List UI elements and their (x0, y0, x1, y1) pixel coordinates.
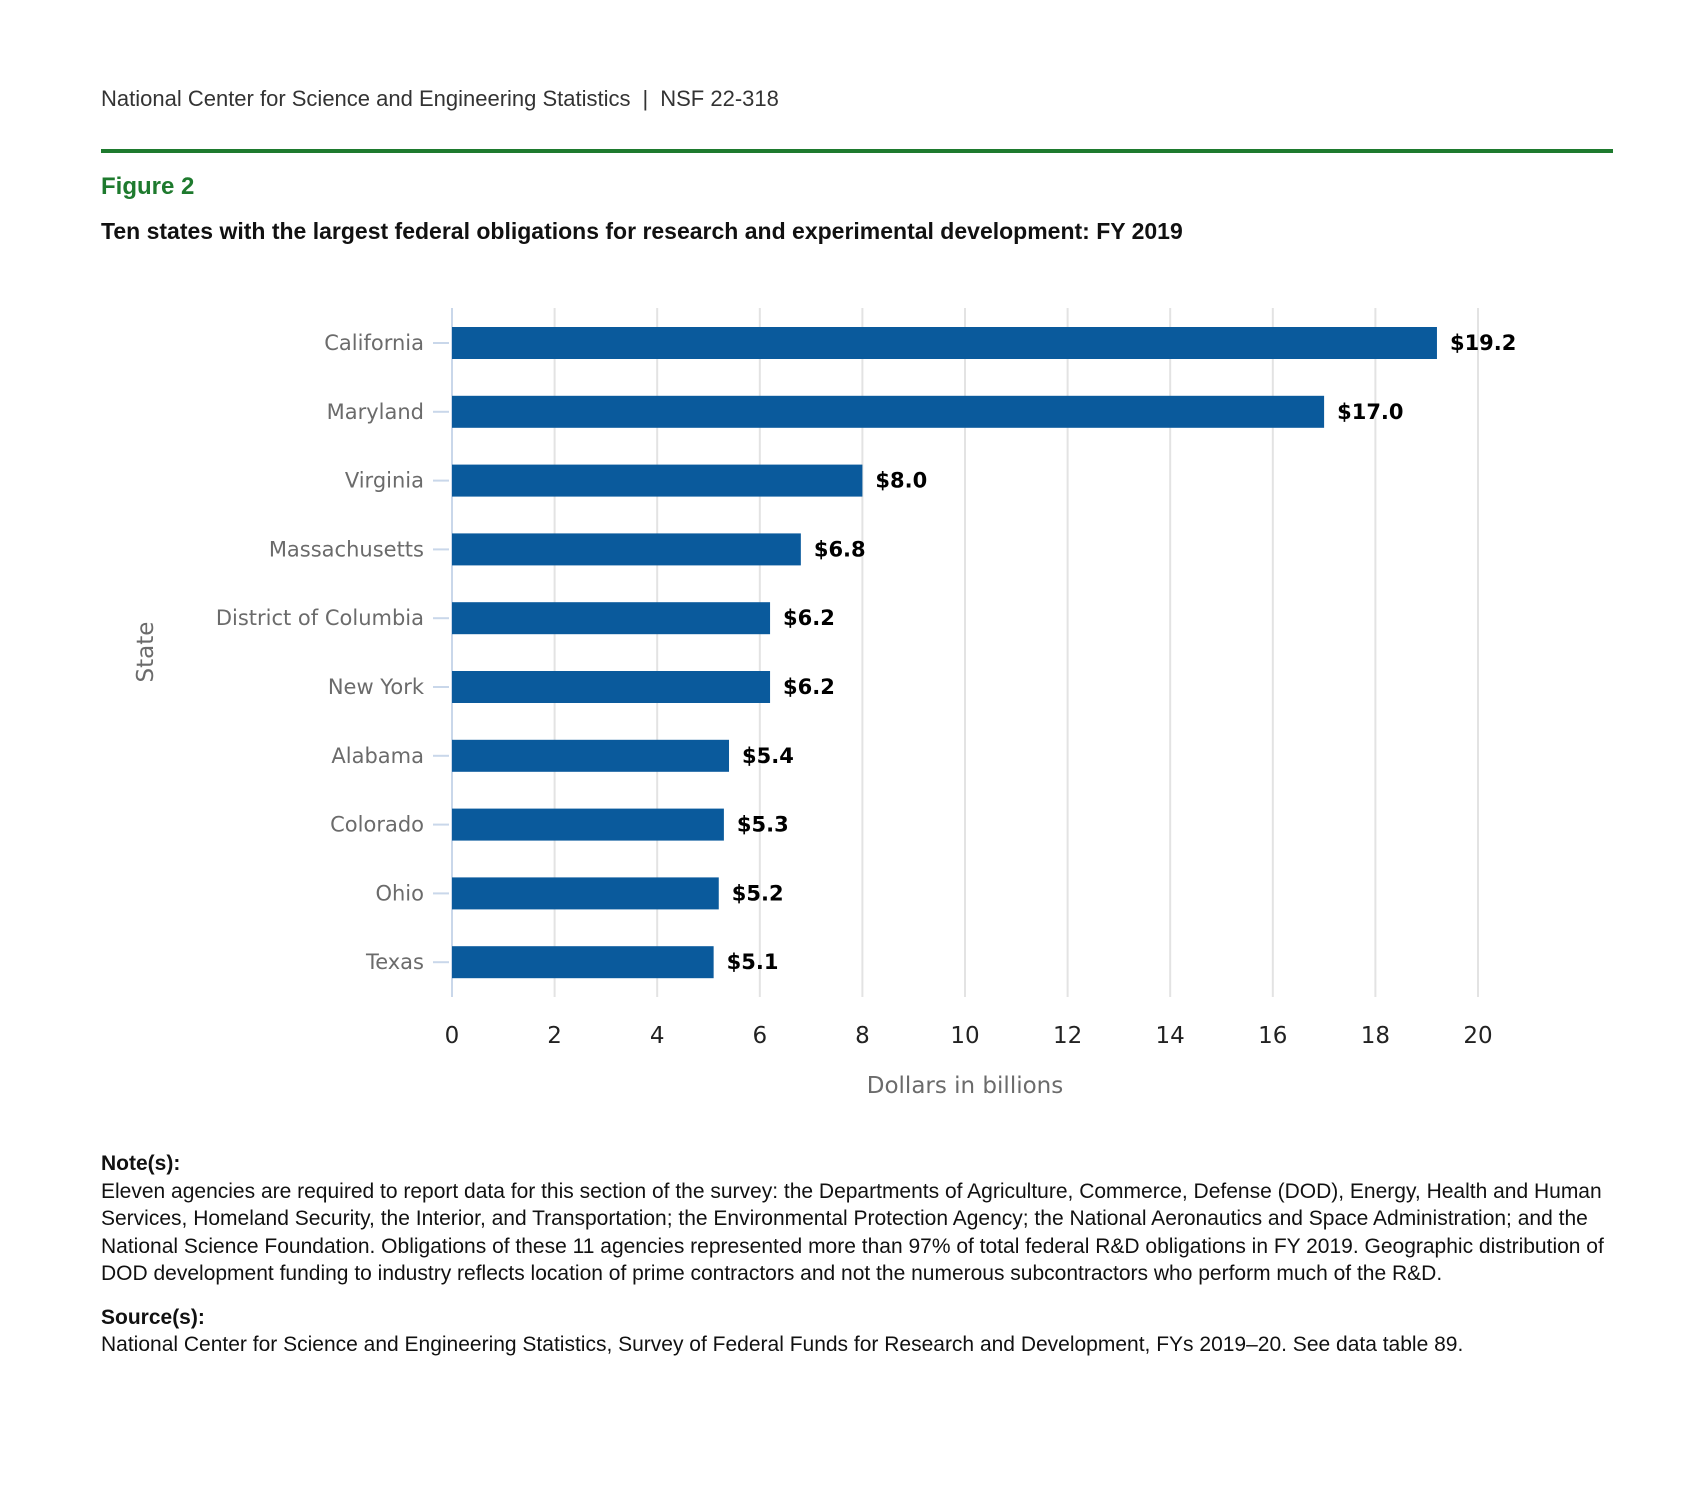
bar (452, 808, 724, 841)
bar (452, 602, 771, 635)
x-tick-label: 12 (1053, 1023, 1082, 1049)
bar (452, 327, 1437, 359)
figure-label: Figure 2 (101, 173, 195, 200)
category-label: Massachusetts (269, 537, 424, 561)
bar-chart: California $19.2 Maryland $17.0 Virginia $8.0… (133, 308, 1516, 1099)
figure-title: Ten states with the largest federal obli… (101, 218, 1183, 244)
x-tick-label: 4 (650, 1023, 665, 1049)
category-label: Maryland (327, 400, 424, 424)
x-tick-label: 16 (1258, 1023, 1287, 1049)
category-label: California (324, 331, 424, 355)
x-tick-label: 8 (855, 1023, 870, 1049)
data-label: $19.2 (1450, 331, 1516, 355)
bar (452, 739, 730, 772)
y-axis-title: State (133, 622, 159, 683)
bar (452, 946, 714, 979)
notes-text: Eleven agencies are required to report d… (101, 1179, 1604, 1286)
data-label: $8.0 (875, 469, 927, 493)
category-label: Alabama (331, 744, 424, 768)
x-tick-label: 2 (547, 1023, 562, 1049)
header-separator: | (642, 86, 649, 111)
org-name: National Center for Science and Engineer… (101, 86, 631, 111)
header-rule (101, 149, 1613, 153)
x-tick-label: 20 (1463, 1023, 1492, 1049)
x-tick-label: 10 (950, 1023, 979, 1049)
category-label: Virginia (345, 469, 424, 493)
x-axis-title: Dollars in billions (867, 1073, 1063, 1099)
category-label: District of Columbia (216, 606, 424, 630)
data-label: $6.8 (814, 537, 866, 561)
source-heading: Source(s): (101, 1305, 205, 1329)
data-label: $5.2 (732, 881, 784, 905)
x-tick-label: 0 (445, 1023, 460, 1049)
bar (452, 877, 719, 910)
category-label: Texas (365, 950, 424, 974)
bar (452, 533, 801, 566)
data-label: $6.2 (783, 606, 835, 630)
data-label: $5.1 (727, 950, 779, 974)
notes-block: Note(s): Eleven agencies are required to… (101, 1150, 1621, 1288)
category-label: Colorado (330, 813, 424, 837)
data-label: $6.2 (783, 675, 835, 699)
notes-heading: Note(s): (101, 1152, 181, 1175)
notes-section: Note(s): Eleven agencies are required to… (101, 1150, 1621, 1359)
report-id: NSF 22-318 (660, 86, 779, 111)
data-label: $17.0 (1337, 400, 1403, 424)
category-label: Ohio (375, 881, 424, 905)
data-label: $5.3 (737, 813, 789, 837)
source-text: National Center for Science and Engineer… (101, 1333, 1464, 1356)
data-label: $5.4 (742, 744, 794, 768)
x-tick-label: 18 (1361, 1023, 1390, 1049)
bar (452, 671, 771, 703)
x-tick-label: 6 (752, 1023, 767, 1049)
bar (452, 464, 863, 497)
source-block: Source(s): National Center for Science a… (101, 1304, 1621, 1359)
bar (452, 395, 1325, 428)
category-label: New York (328, 675, 425, 699)
x-tick-label: 14 (1156, 1023, 1185, 1049)
report-header: National Center for Science and Engineer… (101, 86, 779, 112)
